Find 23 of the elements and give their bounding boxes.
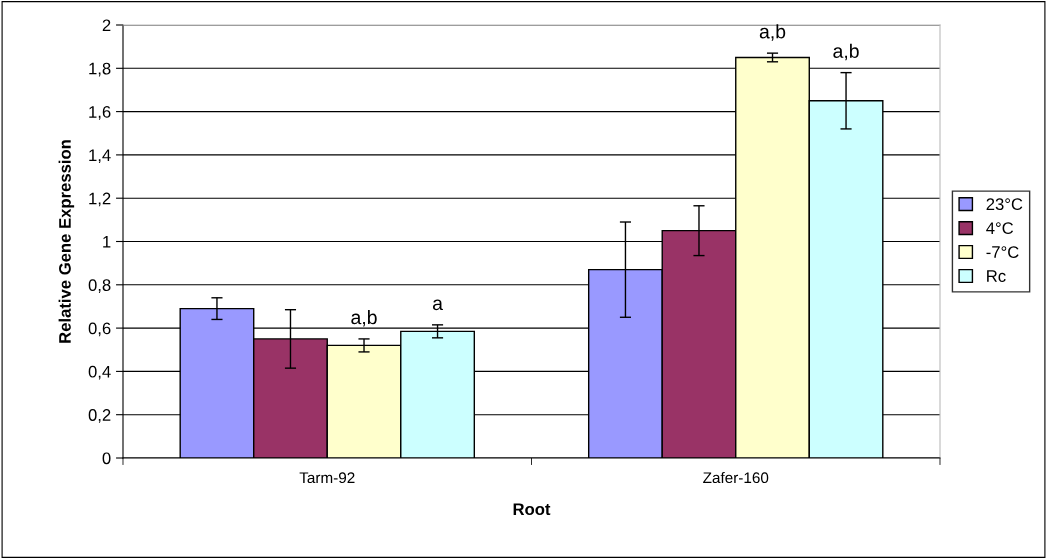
- data-label: a,b: [759, 24, 786, 41]
- y-tick-label: 1,4: [89, 149, 111, 164]
- y-tick-label: 0,2: [88, 409, 111, 423]
- y-axis-title: Relative Gene Expression: [58, 140, 75, 343]
- y-tick-label: 0: [102, 452, 111, 465]
- legend-label: -7°C: [986, 246, 1019, 258]
- x-tick-label: Zafer-160: [703, 471, 769, 484]
- legend-label: Rc: [987, 270, 1006, 282]
- y-tick-label: 1: [103, 236, 111, 248]
- data-label: a: [432, 299, 443, 311]
- y-tick-label: 2: [102, 19, 111, 32]
- legend-label: 4°C: [986, 222, 1014, 235]
- x-tick-label: Tarm-92: [299, 472, 355, 484]
- y-tick-label: 1,6: [89, 106, 111, 120]
- y-tick-label: 1,2: [89, 192, 111, 207]
- y-tick-label: 0,8: [88, 279, 111, 293]
- y-tick-label: 0,4: [88, 365, 111, 380]
- data-label: a,b: [833, 43, 859, 61]
- y-tick-label: 1,8: [89, 62, 111, 77]
- y-tick-label: 0,6: [88, 322, 111, 337]
- data-label: a,b: [351, 309, 377, 327]
- legend-label: 23°C: [986, 198, 1023, 211]
- x-axis-title: Root: [513, 503, 551, 516]
